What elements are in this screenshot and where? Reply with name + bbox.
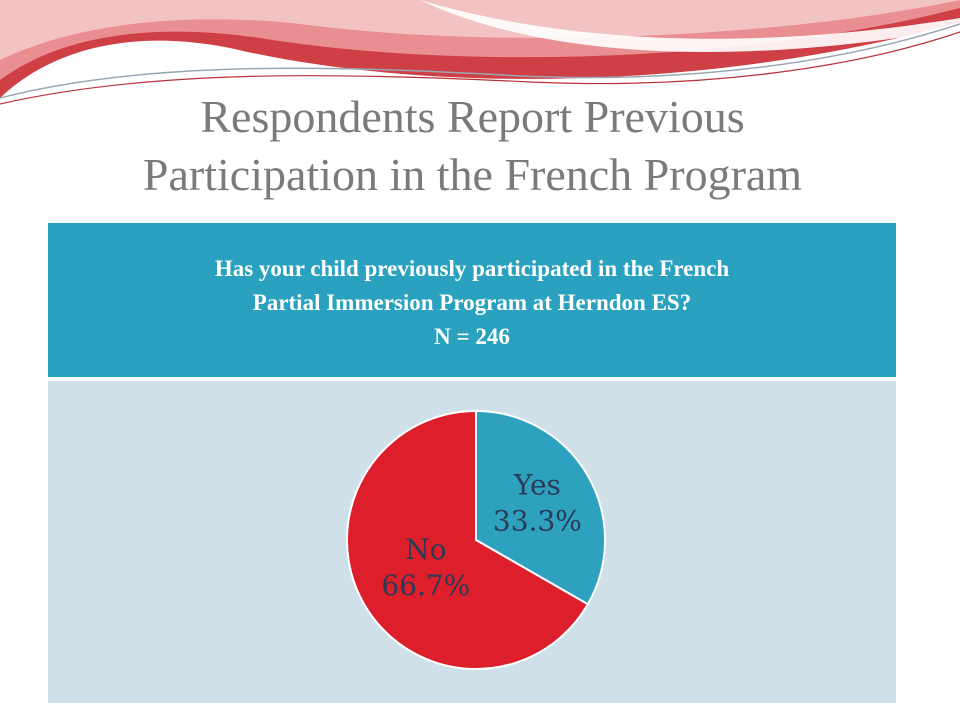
slice-label-yes: Yes bbox=[513, 469, 561, 502]
slide-title: Respondents Report Previous Participatio… bbox=[0, 88, 945, 204]
survey-question-header: Has your child previously participated i… bbox=[48, 223, 896, 379]
chart-panel: Yes 33.3% No 66.7% bbox=[48, 381, 896, 703]
pie-slice-no bbox=[346, 409, 590, 670]
sample-size: N = 246 bbox=[434, 324, 510, 349]
ribbon-light-band bbox=[0, 0, 960, 60]
slide-title-line-2: Participation in the French Program bbox=[142, 149, 803, 200]
slice-value-no: 66.7% bbox=[381, 569, 470, 602]
question-line-2: Partial Immersion Program at Herndon ES? bbox=[252, 290, 692, 315]
pie-slice-yes bbox=[475, 409, 606, 606]
slice-value-yes: 33.3% bbox=[493, 505, 582, 538]
question-line-1: Has your child previously participated i… bbox=[214, 256, 730, 281]
ribbon-gray-line bbox=[0, 23, 960, 99]
ribbon-dark-line bbox=[0, 31, 960, 105]
ribbon-white-swoosh bbox=[420, 0, 960, 53]
slice-label-no: No bbox=[405, 533, 446, 566]
slide-title-line-1: Respondents Report Previous bbox=[200, 91, 745, 142]
